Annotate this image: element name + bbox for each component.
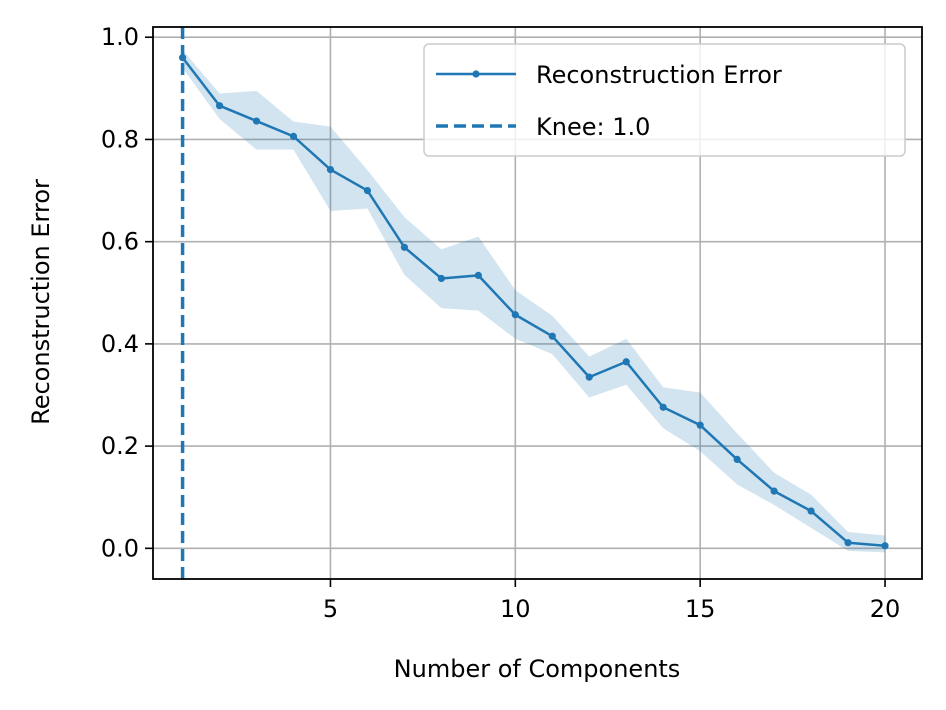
axes bbox=[152, 26, 923, 580]
data-point-11 bbox=[548, 332, 556, 340]
data-point-8 bbox=[437, 274, 445, 283]
x-tick-label-2: 15 bbox=[685, 595, 716, 623]
legend-label-series: Reconstruction Error bbox=[536, 61, 782, 89]
x-tick-label-0: 5 bbox=[323, 595, 338, 623]
data-point-13 bbox=[622, 358, 630, 366]
data-point-2 bbox=[215, 102, 224, 110]
data-point-12 bbox=[585, 373, 593, 381]
y-tick-label-3: 0.6 bbox=[101, 228, 139, 256]
y-axis-label: Reconstruction Error bbox=[27, 179, 55, 425]
y-tick-label-1: 0.2 bbox=[101, 432, 139, 460]
data-point-17 bbox=[770, 487, 778, 495]
data-point-4 bbox=[289, 132, 298, 140]
y-tick-label-2: 0.4 bbox=[101, 330, 139, 358]
data-point-14 bbox=[659, 403, 667, 411]
data-point-15 bbox=[696, 421, 704, 429]
series-layer bbox=[178, 54, 889, 550]
data-point-3 bbox=[252, 117, 261, 125]
data-point-10 bbox=[511, 311, 519, 319]
error-band bbox=[182, 50, 886, 553]
data-point-19 bbox=[844, 539, 852, 547]
y-tick-label-4: 0.8 bbox=[101, 125, 139, 153]
data-point-6 bbox=[363, 186, 372, 195]
legend-marker-swatch bbox=[472, 70, 480, 78]
data-point-9 bbox=[474, 271, 482, 279]
x-tick-label-1: 10 bbox=[500, 595, 531, 623]
legend: Reconstruction Error Knee: 1.0 bbox=[423, 43, 906, 157]
plot-frame bbox=[152, 26, 923, 580]
data-point-7 bbox=[400, 243, 409, 251]
ticks: 5 10 15 20 0.0 0.2 0.4 0.6 0.8 1.0 bbox=[101, 23, 900, 623]
y-tick-label-0: 0.0 bbox=[101, 534, 139, 562]
x-axis-label: Number of Components bbox=[394, 655, 681, 683]
data-point-16 bbox=[733, 455, 741, 463]
error-band-layer bbox=[182, 50, 886, 553]
data-point-5 bbox=[326, 166, 335, 174]
data-point-20 bbox=[881, 542, 889, 550]
data-point-1 bbox=[178, 54, 187, 62]
data-point-18 bbox=[807, 507, 815, 515]
x-tick-label-3: 20 bbox=[870, 595, 901, 623]
series-line bbox=[181, 56, 886, 548]
legend-box bbox=[423, 43, 906, 157]
legend-label-knee: Knee: 1.0 bbox=[536, 113, 650, 141]
y-tick-label-5: 1.0 bbox=[101, 23, 139, 51]
